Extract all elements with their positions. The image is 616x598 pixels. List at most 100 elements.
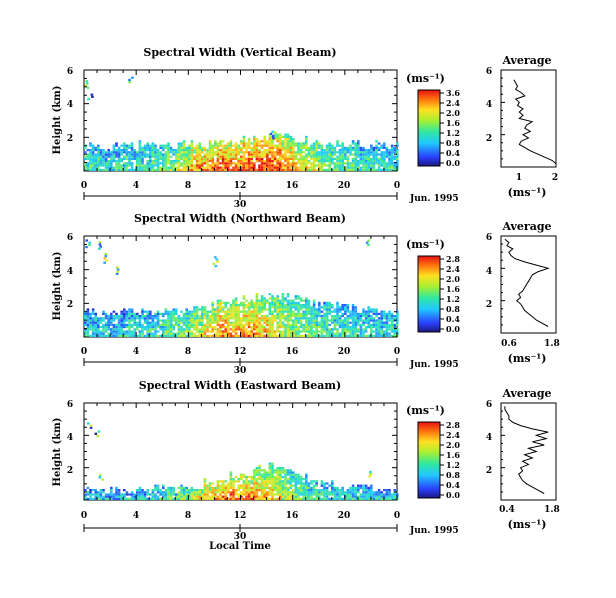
heatmap-cell (237, 160, 240, 163)
heatmap-cell (110, 151, 113, 154)
heatmap-cell (164, 144, 168, 147)
heatmap-cell (272, 137, 275, 140)
heatmap-cell (263, 155, 266, 158)
heatmap-cell (253, 482, 256, 485)
heatmap-cell (97, 497, 100, 500)
heatmap-cell (125, 312, 129, 315)
heatmap-cell (320, 321, 324, 324)
heatmap-cell (297, 142, 300, 145)
heatmap-cell (312, 164, 316, 167)
x-tick-label: 12 (234, 347, 247, 357)
heatmap-cell (331, 497, 334, 500)
heatmap-cell (247, 323, 251, 326)
heatmap-cell (107, 166, 110, 169)
heatmap-cell (214, 256, 217, 259)
heatmap-cell (221, 301, 225, 304)
heatmap-cell (357, 489, 360, 492)
heatmap-cell (125, 491, 129, 494)
heatmap-cell (224, 480, 227, 483)
heatmap-cell (390, 144, 394, 147)
heatmap-cell (86, 332, 90, 335)
heatmap-cell (115, 497, 118, 500)
heatmap-cell (232, 482, 235, 485)
heatmap-cell (305, 315, 308, 318)
heatmap-cell (299, 162, 303, 165)
heatmap-cell (281, 317, 285, 320)
heatmap-cell (123, 149, 126, 152)
heatmap-cell (346, 330, 350, 333)
heatmap-cell (110, 486, 113, 489)
heatmap-cell (234, 321, 238, 324)
heatmap-cell (346, 304, 350, 307)
heatmap-cell (289, 482, 292, 485)
heatmap-cell (346, 491, 350, 494)
heatmap-cell (138, 317, 142, 320)
heatmap-cell (294, 330, 298, 333)
heatmap-cell (271, 317, 274, 320)
heatmap-cell (273, 153, 277, 156)
heatmap-cell (234, 153, 238, 156)
heatmap-cell (162, 323, 165, 326)
heatmap-cell (193, 323, 196, 326)
heatmap-cell (229, 157, 233, 160)
heatmap-cell (279, 304, 282, 307)
heatmap-cell (94, 319, 97, 322)
heatmap-cell (390, 168, 394, 171)
heatmap-cell (305, 297, 308, 300)
heatmap-cell (315, 495, 318, 498)
heatmap-cell (346, 308, 350, 311)
heatmap-cell (383, 315, 386, 318)
heatmap-cell (112, 323, 116, 326)
heatmap-cell (211, 160, 214, 163)
heatmap-cell (297, 473, 300, 476)
heatmap-cell (203, 489, 207, 492)
avg-y-tick: 6 (486, 233, 492, 243)
heatmap-cell (292, 484, 295, 487)
heatmap-cell (284, 299, 287, 302)
heatmap-cell (271, 473, 274, 476)
heatmap-cell (372, 162, 376, 165)
heatmap-cell (154, 321, 157, 324)
heatmap-cell (263, 306, 266, 309)
avg-y-tick: 2 (486, 300, 492, 310)
heatmap-cell (151, 317, 155, 320)
heatmap-cell (115, 153, 118, 156)
heatmap-cell (354, 157, 357, 160)
heatmap-cell (237, 162, 240, 165)
heatmap-cell (305, 497, 308, 500)
heatmap-cell (193, 334, 196, 337)
heatmap-cell (383, 164, 386, 167)
heatmap-cell (103, 257, 107, 260)
heatmap-cell (273, 299, 277, 302)
heatmap-cell (182, 168, 186, 171)
heatmap-cell (302, 478, 305, 481)
heatmap-cell (146, 326, 149, 329)
heatmap-cell (211, 330, 214, 333)
heatmap-cell (260, 308, 264, 311)
heatmap-cell (234, 142, 238, 145)
heatmap-cell (333, 168, 337, 171)
heatmap-cell (143, 151, 147, 154)
heatmap-cell (380, 160, 383, 163)
avg-x-tick: 1 (516, 173, 522, 183)
heatmap-cell (331, 334, 334, 337)
heatmap-cell (390, 330, 394, 333)
heatmap-cell (344, 155, 347, 158)
heatmap-cell (190, 160, 194, 163)
heatmap-cell (385, 315, 389, 318)
heatmap-cell (341, 306, 344, 309)
heatmap-cell (258, 140, 261, 143)
heatmap-cell (94, 149, 97, 152)
heatmap-cell (117, 160, 121, 163)
heatmap-cell (208, 160, 212, 163)
heatmap-cell (159, 151, 162, 154)
heatmap-cell (84, 84, 88, 87)
heatmap-cell (247, 334, 251, 337)
colorbar-tick-label: 0.4 (446, 314, 460, 324)
heatmap-cell (190, 317, 194, 320)
heatmap-cell (396, 144, 399, 147)
heatmap-cell (349, 153, 352, 156)
heatmap-cell (198, 323, 201, 326)
heatmap-cell (396, 160, 399, 163)
heatmap-cell (279, 473, 282, 476)
